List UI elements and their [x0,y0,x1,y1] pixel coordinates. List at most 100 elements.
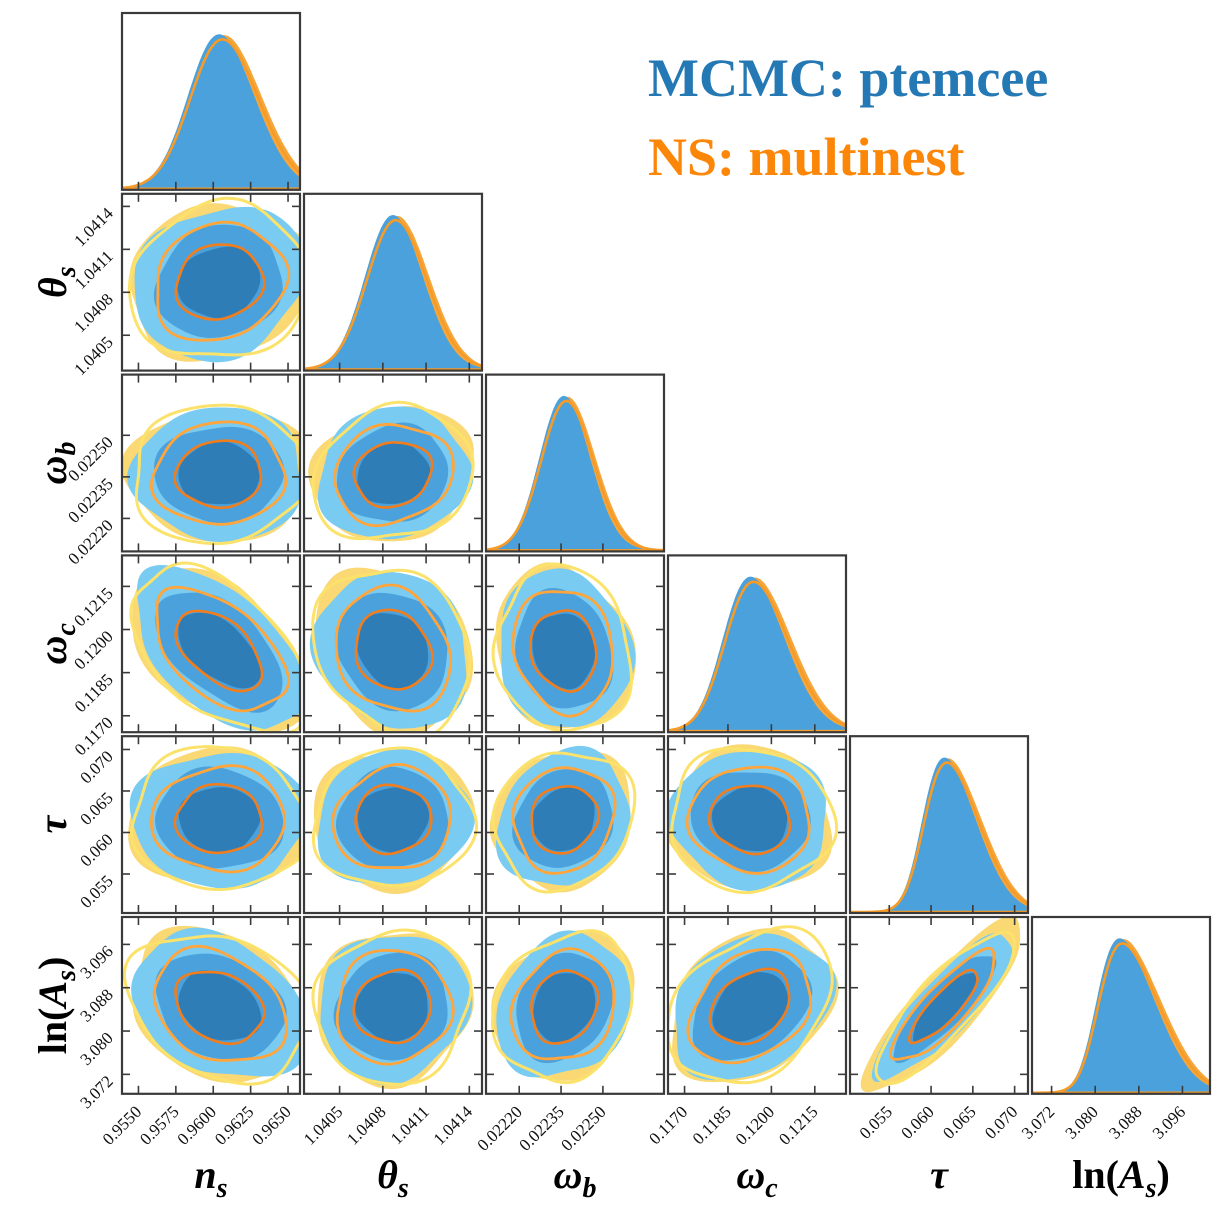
panel-frame [848,735,1030,915]
legend: MCMC: ptemcee NS: multinest [648,50,1048,185]
x-tick-label-ln_As: 3.096 [1149,1102,1189,1142]
ns-contour-line-2sigma [152,944,288,1062]
x-tick-label-theta_s: 1.0414 [430,1102,477,1149]
mcmc-contour-fill-1sigma [177,246,261,319]
panel-2d-omega_c-vs-theta_s [302,554,484,734]
x-tick-label-n_s: 0.9575 [136,1102,182,1148]
x-tick-label-omega_b: 0.02220 [474,1102,527,1155]
axis-label-left-theta_s: θs [30,266,82,298]
ns-contour-line-1sigma [354,608,434,691]
x-tick-label-n_s: 0.9650 [248,1102,294,1148]
panel-frame [302,735,484,915]
svg-text:θs: θs [30,266,82,298]
ns-contour-line-3sigma [670,747,839,895]
svg-text:τ: τ [930,1152,949,1197]
ns-contour-line-3sigma [311,568,472,733]
mcmc-contour-fill-1sigma [533,973,596,1044]
x-tick-label-ln_As: 3.080 [1062,1102,1102,1142]
panel-frame [484,735,666,915]
mcmc-1d-fill [122,34,300,189]
ns-1d-line [304,218,482,371]
panel-2d-ln_As-vs-theta_s [302,915,484,1095]
panel-2d-ln_As-vs-omega_c [666,915,848,1095]
mcmc-1d-fill [668,576,846,732]
x-tick-label-theta_s: 1.0405 [300,1102,346,1148]
mcmc-contour-fill-1sigma [357,787,430,853]
panel-2d-ln_As-vs-n_s [120,915,302,1095]
ns-contour-line-1sigma [354,783,433,856]
x-tick-label-omega_c: 0.1170 [645,1102,691,1148]
ns-contour-line-1sigma [174,243,266,321]
panel-frame [120,373,302,553]
ns-contour-line-1sigma [173,782,264,855]
y-tick-label-theta_s: 1.0414 [70,203,117,250]
ns-contour-line-1sigma [174,609,264,693]
axis-label-left-omega_c: ωc [30,623,82,665]
panel-frame [484,915,666,1095]
ns-contour-line-1sigma [173,439,263,510]
ns-contour-line-3sigma [491,929,634,1085]
ns-contour-line-2sigma [511,766,617,875]
ns-1d-line [1032,942,1210,1094]
legend-item-ns-multinest: NS: multinest [648,126,965,187]
y-tick-label-ln_As: 3.096 [76,942,116,982]
ns-contour-line-3sigma [874,930,1016,1086]
x-tick-label-n_s: 0.9600 [174,1102,220,1148]
svg-text:ωb: ωb [30,442,82,485]
ns-contour-line-2sigma [155,585,290,713]
x-tick-label-omega_c: 0.1215 [775,1102,821,1148]
mcmc-1d-fill [486,395,664,551]
y-tick-label-omega_c: 0.1170 [71,713,117,759]
x-tick-label-omega_b: 0.02235 [515,1102,568,1155]
panel-frame [666,735,848,915]
ns-1d-line [668,580,846,733]
svg-text:θs: θs [377,1152,409,1204]
ns-contour-line-3sigma [311,400,475,541]
panel-frame [302,915,484,1095]
panel-frame [302,373,484,553]
panel-2d-ln_As-vs-omega_b [484,915,666,1095]
ns-contour-line-2sigma [149,420,288,526]
y-tick-label-ln_As: 3.072 [76,1072,116,1112]
mcmc-contour-fill-1sigma [913,973,979,1043]
ns-contour-line-2sigma [333,422,455,528]
ns-contour-line-2sigma [156,220,291,342]
y-tick-label-tau: 0.055 [76,871,116,911]
y-tick-label-tau: 0.065 [76,788,116,828]
ns-contour-line-1sigma [529,609,598,693]
panel-frame [484,373,666,553]
panel-frame [120,554,302,734]
ns-contour-line-1sigma [708,967,791,1046]
panel-2d-omega_b-vs-theta_s [302,373,484,553]
panel-1d-ln_As [1030,915,1212,1095]
svg-text:ωb: ωb [554,1152,597,1204]
mcmc-1d-fill [1032,938,1210,1093]
panel-2d-omega_c-vs-omega_b [484,554,666,734]
y-tick-label-omega_b: 0.02220 [64,516,117,569]
panel-1d-omega_b [484,373,666,553]
axis-label-bottom-omega_c: ωc [736,1152,778,1204]
x-tick-label-theta_s: 1.0408 [343,1102,389,1148]
x-tick-label-omega_b: 0.02250 [557,1102,610,1155]
axis-label-bottom-theta_s: θs [377,1152,409,1204]
ns-contour-line-3sigma [129,561,300,733]
panel-2d-theta_s-vs-n_s [120,192,302,372]
mcmc-contour-fill-1sigma [178,441,260,505]
ns-contour-line-3sigma [491,562,634,732]
mcmc-contour-fill-1sigma [532,613,596,690]
panel-frame [302,554,484,734]
x-tick-label-tau: 0.055 [856,1102,896,1142]
panel-2d-ln_As-vs-tau [848,915,1030,1095]
panel-frame [120,915,302,1095]
mcmc-contour-fill-1sigma [178,970,262,1041]
panel-1d-n_s [120,11,302,191]
mcmc-1d-fill [850,757,1028,912]
legend-item-mcmc-ptemcee: MCMC: ptemcee [648,48,1049,108]
panel-frame [666,554,848,734]
panel-2d-tau-vs-theta_s [302,735,484,915]
y-tick-label-ln_As: 3.080 [76,1028,116,1068]
axis-label-bottom-n_s: ns [194,1152,227,1204]
x-tick-label-ln_As: 3.072 [1018,1102,1058,1142]
